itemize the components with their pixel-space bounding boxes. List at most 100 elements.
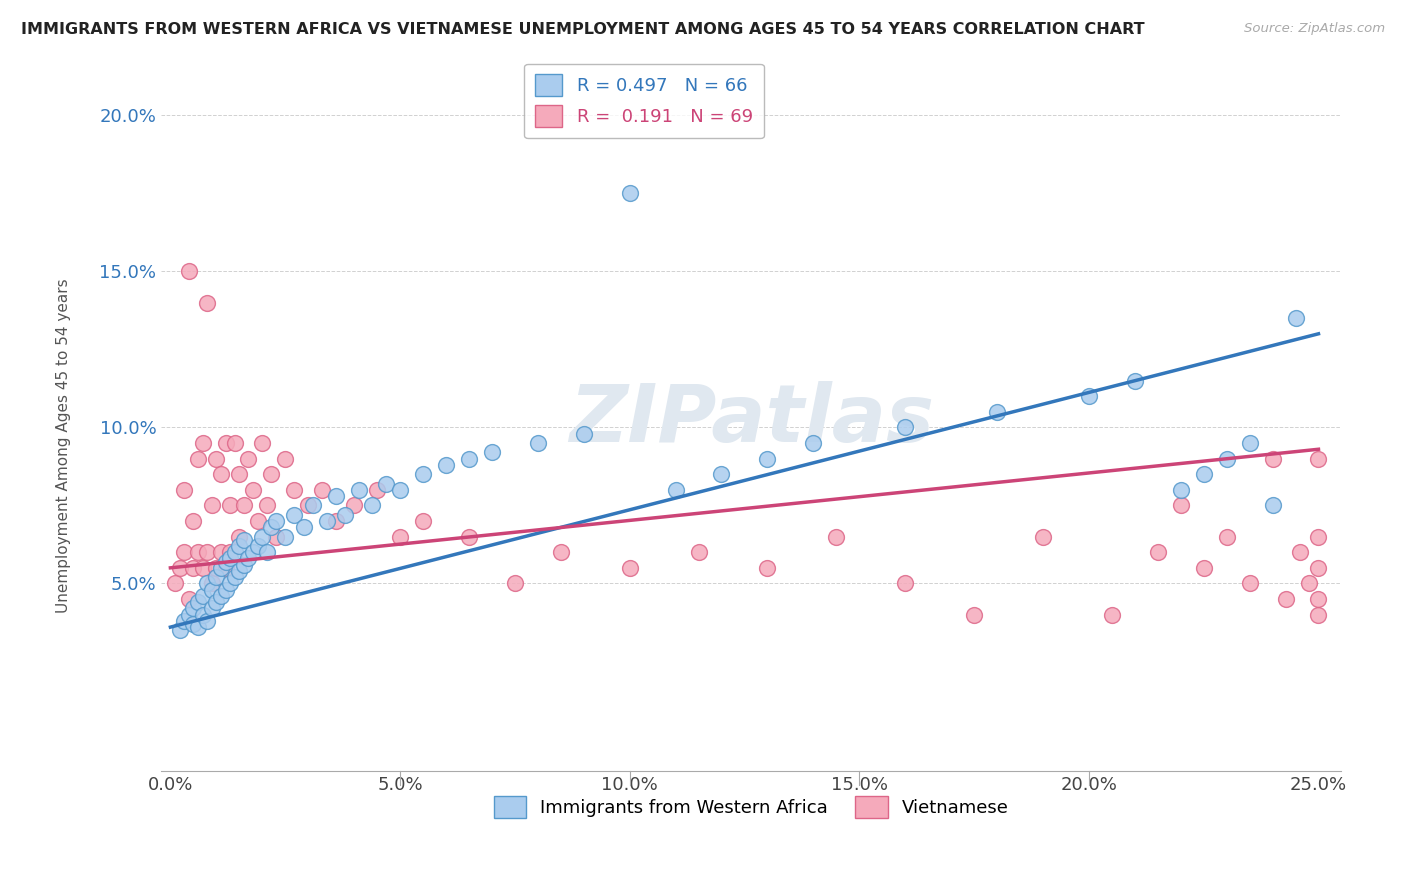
Legend: Immigrants from Western Africa, Vietnamese: Immigrants from Western Africa, Vietname…	[486, 789, 1017, 825]
Point	[664, 483, 686, 497]
Point	[195, 545, 218, 559]
Point	[1123, 374, 1146, 388]
Point	[458, 530, 481, 544]
Point	[283, 508, 305, 522]
Point	[183, 601, 205, 615]
Point	[224, 570, 246, 584]
Point	[274, 530, 297, 544]
Point	[1170, 499, 1192, 513]
Point	[205, 561, 228, 575]
Point	[205, 570, 228, 584]
Point	[1239, 576, 1261, 591]
Point	[183, 561, 205, 575]
Point	[1308, 607, 1330, 622]
Point	[1261, 451, 1284, 466]
Text: Unemployment Among Ages 45 to 54 years: Unemployment Among Ages 45 to 54 years	[56, 278, 70, 614]
Point	[228, 530, 250, 544]
Point	[1261, 499, 1284, 513]
Point	[434, 458, 457, 472]
Point	[1077, 389, 1099, 403]
Point	[228, 467, 250, 482]
Point	[264, 514, 287, 528]
Point	[177, 264, 200, 278]
Point	[246, 539, 269, 553]
Point	[1215, 530, 1237, 544]
Text: Source: ZipAtlas.com: Source: ZipAtlas.com	[1244, 22, 1385, 36]
Point	[232, 533, 254, 547]
Point	[177, 607, 200, 622]
Point	[242, 483, 264, 497]
Point	[619, 186, 641, 201]
Point	[301, 499, 323, 513]
Point	[688, 545, 710, 559]
Point	[1289, 545, 1312, 559]
Point	[526, 436, 548, 450]
Point	[242, 545, 264, 559]
Point	[191, 561, 214, 575]
Point	[389, 530, 412, 544]
Point	[224, 436, 246, 450]
Point	[187, 620, 209, 634]
Point	[238, 551, 260, 566]
Point	[894, 576, 917, 591]
Point	[173, 545, 195, 559]
Point	[195, 295, 218, 310]
Point	[232, 558, 254, 572]
Point	[297, 499, 319, 513]
Point	[201, 499, 224, 513]
Point	[195, 576, 218, 591]
Point	[256, 545, 278, 559]
Point	[894, 420, 917, 434]
Point	[228, 564, 250, 578]
Point	[173, 483, 195, 497]
Point	[173, 614, 195, 628]
Point	[260, 467, 283, 482]
Point	[311, 483, 333, 497]
Point	[1284, 311, 1306, 326]
Point	[756, 561, 779, 575]
Point	[183, 514, 205, 528]
Point	[1192, 467, 1215, 482]
Point	[572, 426, 595, 441]
Point	[224, 545, 246, 559]
Point	[1308, 530, 1330, 544]
Point	[191, 589, 214, 603]
Point	[1308, 451, 1330, 466]
Point	[201, 576, 224, 591]
Text: IMMIGRANTS FROM WESTERN AFRICA VS VIETNAMESE UNEMPLOYMENT AMONG AGES 45 TO 54 YE: IMMIGRANTS FROM WESTERN AFRICA VS VIETNA…	[21, 22, 1144, 37]
Point	[325, 514, 347, 528]
Point	[187, 545, 209, 559]
Point	[214, 582, 236, 597]
Point	[1239, 436, 1261, 450]
Point	[219, 551, 242, 566]
Point	[195, 614, 218, 628]
Point	[619, 561, 641, 575]
Point	[825, 530, 848, 544]
Point	[801, 436, 824, 450]
Point	[214, 555, 236, 569]
Point	[163, 576, 186, 591]
Point	[177, 592, 200, 607]
Point	[187, 595, 209, 609]
Point	[1308, 561, 1330, 575]
Point	[260, 520, 283, 534]
Point	[169, 624, 191, 638]
Point	[333, 508, 356, 522]
Point	[986, 405, 1008, 419]
Point	[252, 530, 274, 544]
Point	[412, 514, 434, 528]
Point	[252, 436, 274, 450]
Point	[325, 489, 347, 503]
Point	[219, 499, 242, 513]
Point	[264, 530, 287, 544]
Point	[756, 451, 779, 466]
Point	[1101, 607, 1123, 622]
Point	[1192, 561, 1215, 575]
Point	[219, 576, 242, 591]
Point	[283, 483, 305, 497]
Point	[315, 514, 337, 528]
Point	[503, 576, 526, 591]
Point	[214, 561, 236, 575]
Point	[209, 545, 232, 559]
Point	[412, 467, 434, 482]
